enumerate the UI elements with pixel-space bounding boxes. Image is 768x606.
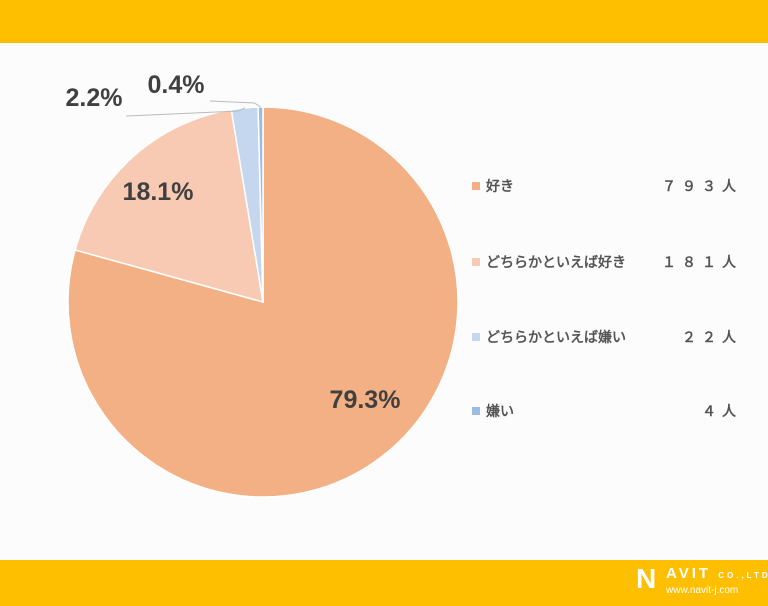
slice-label: 0.4% (148, 71, 205, 99)
slice-label: 2.2% (66, 84, 123, 112)
legend-item: 嫌い ４人 (472, 401, 736, 421)
legend-count: １８１人 (662, 255, 742, 271)
bottom-band (0, 560, 768, 606)
legend-label: 嫌い (486, 404, 514, 420)
legend-count: ２２人 (682, 330, 742, 346)
slice-label: 18.1% (123, 178, 194, 206)
legend-item: どちらかといえば好き １８１人 (472, 252, 736, 272)
top-band (0, 0, 768, 43)
legend-swatch (472, 182, 480, 190)
legend-item: どちらかといえば嫌い ２２人 (472, 327, 736, 347)
legend-item: 好き ７９３人 (472, 176, 736, 196)
legend-count: ４人 (702, 404, 742, 420)
legend-label: どちらかといえば好き (486, 255, 626, 271)
leader-line (125, 107, 245, 117)
pie-slice (74, 108, 264, 304)
legend-swatch (472, 407, 480, 415)
legend-count: ７９３人 (662, 179, 742, 195)
legend-swatch (472, 258, 480, 266)
slice-label: 79.3% (330, 386, 401, 414)
legend-label: 好き (486, 179, 514, 195)
leader-line (209, 100, 261, 108)
legend-swatch (472, 333, 480, 341)
pie-slice (257, 106, 264, 303)
legend-label: どちらかといえば嫌い (486, 330, 626, 346)
pie-chart: 79.3% 18.1% 2.2% 0.4% (66, 71, 459, 498)
